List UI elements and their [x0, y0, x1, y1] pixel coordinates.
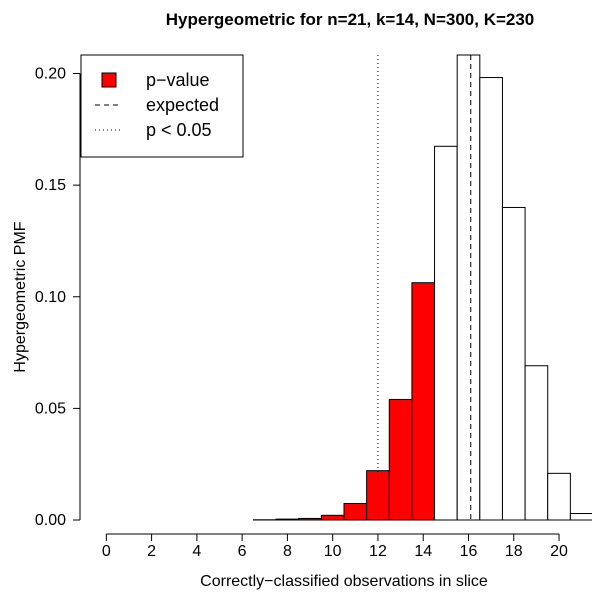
bar-16 — [456, 54, 481, 521]
x-tick-label: 2 — [147, 543, 156, 560]
x-tick-label: 18 — [505, 543, 523, 560]
x-axis-label: Correctly−classified observations in sli… — [200, 573, 488, 590]
y-tick-label: 0.10 — [35, 289, 66, 306]
legend-box — [80, 54, 244, 158]
y-tick-label: 0.15 — [35, 177, 66, 194]
bar-10 — [320, 514, 345, 521]
x-tick-label: 0 — [102, 543, 111, 560]
x-tick-label: 10 — [324, 543, 342, 560]
y-tick-label: 0.05 — [35, 400, 66, 417]
bar-9 — [298, 517, 322, 521]
plot-bars — [252, 54, 592, 521]
bar-20 — [547, 472, 571, 521]
bar-13 — [388, 398, 413, 521]
bar-21 — [569, 513, 592, 521]
x-tick-label: 6 — [238, 543, 247, 560]
x-axis: 0 2 4 6 8 10 12 14 16 18 20 — [102, 533, 568, 560]
x-tick-label: 16 — [460, 543, 478, 560]
bar-15 — [434, 145, 458, 521]
y-axis: 0.00 0.05 0.10 0.15 0.20 — [35, 66, 81, 529]
x-tick-label: 12 — [369, 543, 387, 560]
x-tick-label: 20 — [550, 543, 568, 560]
reference-lines — [377, 55, 472, 520]
legend: p−value expected p < 0.05 — [80, 54, 244, 158]
bar-19 — [524, 365, 549, 521]
legend-swatch-pvalue — [101, 72, 117, 88]
y-tick-label: 0.20 — [35, 66, 66, 83]
legend-label: p−value — [146, 70, 210, 90]
bar-14 — [411, 282, 436, 521]
bar-11 — [343, 502, 368, 521]
y-tick-label: 0.00 — [35, 512, 66, 529]
bar-18 — [501, 206, 526, 521]
bar-17 — [479, 77, 503, 521]
x-tick-label: 14 — [414, 543, 432, 560]
x-tick-label: 8 — [283, 543, 292, 560]
legend-label: p < 0.05 — [146, 120, 212, 140]
bar-8 — [275, 518, 300, 521]
y-axis-label: Hypergeometric PMF — [12, 221, 29, 372]
chart-title: Hypergeometric for n=21, k=14, N=300, K=… — [166, 10, 535, 29]
x-tick-label: 4 — [192, 543, 201, 560]
legend-label: expected — [146, 95, 219, 115]
